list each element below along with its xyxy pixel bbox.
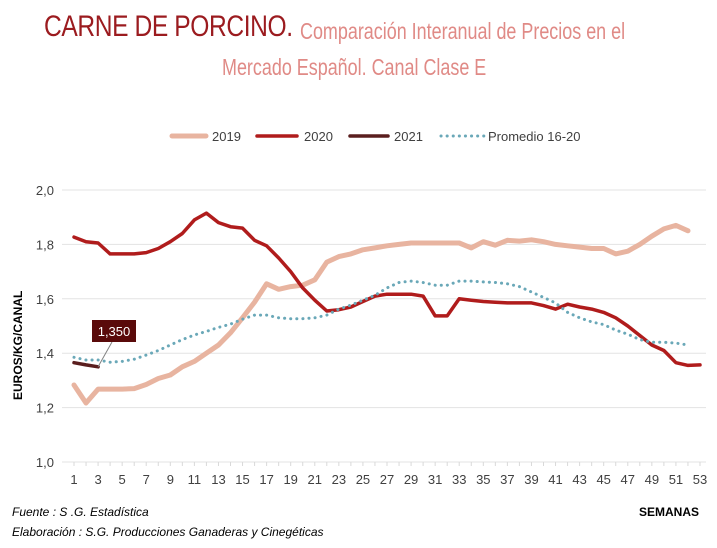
legend-label: 2020: [304, 129, 333, 144]
legend-label: 2021: [394, 129, 423, 144]
x-tick-label: 9: [167, 472, 174, 487]
legend-label: Promedio 16-20: [488, 129, 581, 144]
series-line-2019: [71, 222, 691, 406]
x-tick-label: 35: [476, 472, 490, 487]
title-main: CARNE DE PORCINO.: [44, 10, 293, 43]
legend: 2019 2020 2021 Promedio 16-20: [169, 129, 581, 144]
x-axis-ticks: 1 3 5 7 9 11 13 15 17 19 21 23 25 27 29 31 33 35 37 39 41 43 4…: [70, 472, 707, 487]
x-tick-label: 51: [669, 472, 683, 487]
x-tick-label: 31: [428, 472, 442, 487]
x-tick-label: 5: [119, 472, 126, 487]
x-tick-label: 49: [645, 472, 659, 487]
x-tick-label: 3: [94, 472, 101, 487]
callout-label: 1,350: [98, 324, 131, 339]
x-tick-label: 15: [235, 472, 249, 487]
title-subtitle-line2: Mercado Español. Canal Clase E: [222, 54, 487, 80]
x-tick-label: 53: [693, 472, 707, 487]
x-tick-label: 19: [283, 472, 297, 487]
x-tick-label: 21: [308, 472, 322, 487]
y-tick-label: 2,0: [36, 183, 54, 198]
x-tick-label: 41: [548, 472, 562, 487]
x-axis-label: SEMANAS: [639, 505, 700, 519]
source-note: Fuente : S .G. Estadística: [12, 505, 149, 519]
x-tick-label: 7: [143, 472, 150, 487]
y-tick-label: 1,0: [36, 455, 54, 470]
series-line-2021: [72, 360, 100, 369]
callout-box: [92, 320, 136, 342]
x-tick-label: 33: [452, 472, 466, 487]
x-tick-label: 29: [404, 472, 418, 487]
x-tick-label: 43: [572, 472, 586, 487]
x-tick-label: 47: [621, 472, 635, 487]
series-line-2020: [72, 211, 702, 368]
x-tick-label: 17: [259, 472, 273, 487]
y-axis-ticks: 1,0 1,2 1,4 1,6 1,8 2,0: [36, 183, 54, 470]
x-tick-label: 1: [70, 472, 77, 487]
elaboration-note: Elaboración : S.G. Producciones Ganadera…: [12, 525, 324, 539]
y-tick-label: 1,4: [36, 346, 54, 361]
x-tick-label: 25: [356, 472, 370, 487]
x-tick-label: 27: [380, 472, 394, 487]
y-axis-label: EUROS/KG/CANAL: [11, 291, 25, 400]
callout-leader: [97, 341, 113, 368]
series-lines: [71, 211, 702, 406]
x-tick-label: 13: [211, 472, 225, 487]
title-subtitle-line1: Comparación Interanual de Precios en el: [300, 18, 626, 44]
y-tick-label: 1,6: [36, 292, 54, 307]
x-tick-label: 37: [500, 472, 514, 487]
x-tick-label: 23: [332, 472, 346, 487]
gridlines: [62, 189, 706, 466]
series-line-promedio-16-20: [72, 279, 690, 364]
legend-label: 2019: [212, 129, 241, 144]
x-tick-label: 45: [596, 472, 610, 487]
y-tick-label: 1,8: [36, 237, 54, 252]
callout-annotation: 1,350: [92, 320, 136, 368]
y-tick-label: 1,2: [36, 401, 54, 416]
x-tick-label: 39: [524, 472, 538, 487]
x-tick-label: 11: [188, 472, 202, 487]
